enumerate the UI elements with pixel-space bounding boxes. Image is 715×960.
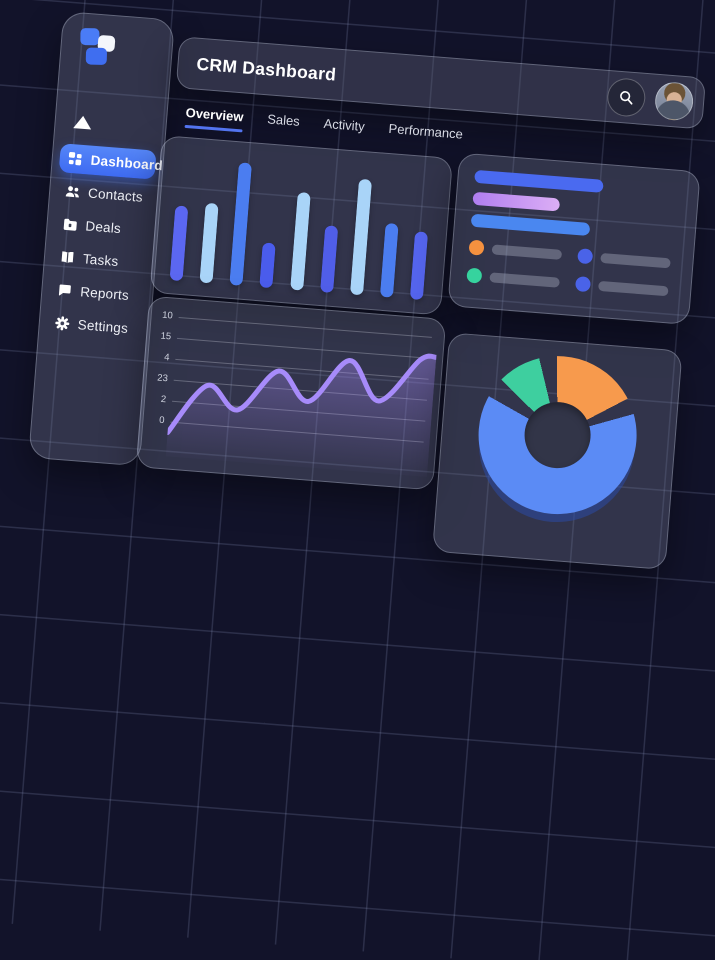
y-axis-tick: 10 xyxy=(161,309,174,322)
bar xyxy=(349,178,372,296)
search-button[interactable] xyxy=(605,77,647,118)
people-icon xyxy=(65,186,79,198)
legend-placeholder-bar xyxy=(489,271,560,288)
logo-square-blue-1 xyxy=(80,28,100,46)
bar xyxy=(229,162,253,286)
bar xyxy=(289,191,311,291)
sidebar-item-contacts[interactable]: Contacts xyxy=(56,176,154,212)
bar-chart xyxy=(169,152,433,301)
page-title: CRM Dashboard xyxy=(195,53,338,85)
sidebar-item-dashboard[interactable]: Dashboard xyxy=(58,143,163,180)
gear-icon xyxy=(55,316,70,331)
bar xyxy=(259,242,277,289)
sidebar-menu: Dashboard Contacts Deals xyxy=(39,143,164,345)
header-bar: CRM Dashboard xyxy=(175,36,707,130)
bar-chart-panel xyxy=(149,135,453,316)
blue-dot xyxy=(574,276,592,293)
bar xyxy=(379,223,399,298)
blue-dot xyxy=(577,248,594,265)
line-chart-panel: 10 15 4 23 2 0 xyxy=(135,295,447,491)
bar xyxy=(319,225,338,294)
legend-item xyxy=(468,239,568,263)
sidebar-item-label: Deals xyxy=(84,218,122,237)
line-series xyxy=(165,353,439,435)
sidebar-item-label: Reports xyxy=(79,284,130,303)
legend-placeholder-bar xyxy=(600,252,671,268)
sidebar-item-label: Dashboard xyxy=(90,152,164,174)
tab-overview[interactable]: Overview xyxy=(184,105,244,138)
sidebar-item-settings[interactable]: Settings xyxy=(46,308,144,344)
chat-icon xyxy=(58,284,71,296)
activity-bar-lightblue xyxy=(470,213,590,236)
sidebar-item-label: Settings xyxy=(77,317,129,337)
sidebar-item-label: Contacts xyxy=(87,185,144,205)
tab-sales[interactable]: Sales xyxy=(266,111,301,129)
orange-dot xyxy=(468,239,485,256)
legend-grid xyxy=(466,239,677,299)
activity-bar-blue xyxy=(474,169,604,193)
green-dot xyxy=(466,267,483,284)
sidebar-item-reports[interactable]: Reports xyxy=(48,275,146,311)
legend-item xyxy=(574,276,675,299)
dashboard-scene: Dashboard Contacts Deals xyxy=(0,0,715,659)
sidebar-item-label: Tasks xyxy=(82,251,119,270)
tab-activity[interactable]: Activity xyxy=(323,115,366,134)
donut-chart-panel xyxy=(432,332,683,570)
triangle-up-icon[interactable] xyxy=(73,115,93,130)
bar xyxy=(409,230,429,301)
y-axis-tick: 0 xyxy=(158,414,165,427)
search-icon xyxy=(620,91,633,105)
grid-icon xyxy=(68,151,82,166)
activity-bars xyxy=(470,169,683,243)
app-logo[interactable] xyxy=(76,27,125,72)
area-fill xyxy=(165,356,437,477)
y-axis-tick: 15 xyxy=(160,330,172,343)
sidebar-item-deals[interactable]: Deals xyxy=(53,209,151,245)
legend-placeholder-bar xyxy=(491,243,563,260)
tab-performance[interactable]: Performance xyxy=(388,120,464,142)
legend-placeholder-bar xyxy=(598,280,669,296)
sidebar: Dashboard Contacts Deals xyxy=(28,11,175,467)
legend-item xyxy=(466,267,566,291)
folder-icon xyxy=(63,218,77,231)
header-actions xyxy=(605,77,695,122)
line-chart xyxy=(165,353,439,477)
user-avatar[interactable] xyxy=(653,80,695,122)
y-axis-tick: 2 xyxy=(160,393,167,406)
activity-bar-purple xyxy=(472,191,561,212)
bar xyxy=(169,205,189,282)
sidebar-item-tasks[interactable]: Tasks xyxy=(51,242,149,278)
bar xyxy=(199,202,219,284)
activity-panel xyxy=(447,152,701,326)
book-icon xyxy=(61,251,74,264)
y-axis-tick: 4 xyxy=(163,351,170,364)
logo-square-blue-2 xyxy=(85,47,108,66)
legend-item xyxy=(577,248,677,271)
y-axis-tick: 23 xyxy=(156,372,169,385)
